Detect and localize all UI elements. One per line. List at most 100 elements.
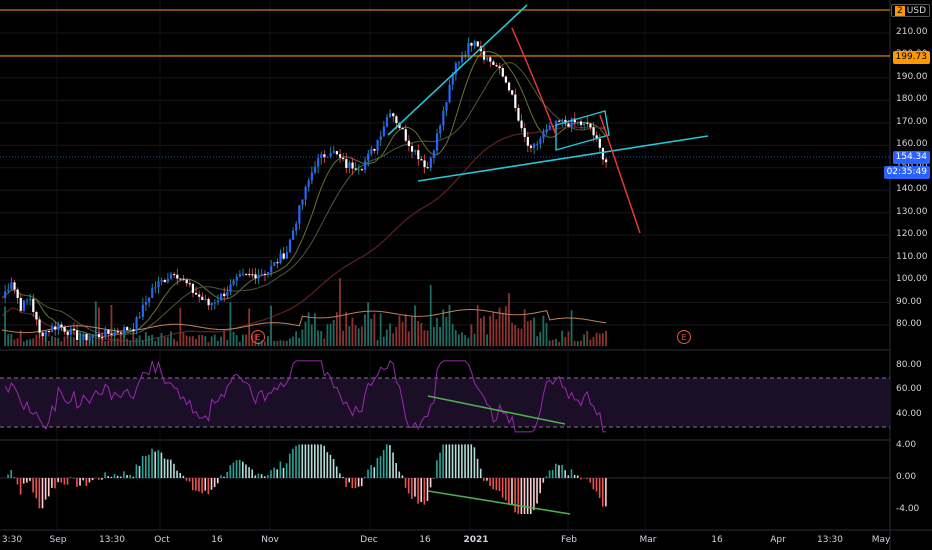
macd-histogram-bar [432, 478, 435, 479]
volume-bar [595, 332, 598, 346]
macd-histogram-bar [555, 463, 557, 478]
macd-histogram-bar [589, 478, 592, 483]
macd-histogram-bar [370, 465, 372, 478]
macd-histogram-bar [414, 478, 416, 497]
candle-body [60, 324, 63, 328]
macd-histogram-bar [332, 459, 335, 478]
candle-body [13, 282, 16, 290]
candle-body [245, 273, 248, 275]
macd-histogram-bar [348, 478, 351, 483]
candle-body [241, 273, 245, 275]
volume-bar [113, 338, 116, 346]
candle-body [435, 133, 439, 151]
volume-bar [473, 333, 476, 346]
candle-body [426, 167, 429, 169]
macd-histogram-bar [26, 478, 28, 483]
volume-bar [451, 324, 454, 346]
macd-histogram-bar [573, 474, 576, 478]
macd-histogram-bar [173, 463, 175, 478]
price-axis-label: 130.00 [896, 206, 928, 217]
volume-bar [41, 337, 44, 346]
candle-body [354, 168, 357, 170]
macd-histogram-bar [511, 478, 513, 505]
candle-body [257, 274, 260, 279]
price-axis-label: 170.00 [896, 116, 928, 127]
candle-body [116, 331, 119, 333]
candle-body [279, 253, 282, 264]
resistance-price-tag: 199.73 [892, 51, 930, 64]
volume-bar [357, 328, 360, 346]
time-axis-label: 2021 [463, 535, 489, 545]
volume-bar [523, 309, 526, 346]
candle-body [473, 41, 476, 46]
candle-body [91, 335, 94, 338]
candle-body [235, 276, 238, 281]
macd-histogram-bar [373, 467, 376, 478]
volume-bar [555, 338, 557, 346]
candle-body [454, 63, 457, 75]
volume-bar [270, 305, 272, 346]
volume-bar [138, 335, 141, 346]
macd-histogram-bar [298, 444, 300, 478]
macd-histogram-bar [533, 478, 535, 511]
macd-divergence-line [427, 490, 571, 515]
volume-bar [201, 334, 204, 346]
candle-body [169, 274, 173, 279]
macd-histogram-bar [47, 478, 50, 497]
candle-body [370, 148, 373, 154]
volume-bar [495, 319, 498, 346]
currency-tag[interactable]: 2 USD [891, 4, 930, 17]
earnings-badge-upcoming[interactable]: E [677, 330, 691, 344]
volume-bar [367, 302, 370, 346]
candle-body [260, 273, 263, 275]
macd-histogram-bar [367, 469, 369, 478]
candle-body [288, 239, 292, 253]
macd-histogram-bar [539, 478, 541, 494]
volume-bar [320, 331, 323, 346]
volume-bar [420, 322, 423, 346]
candle-body [504, 76, 508, 83]
volume-bar [329, 323, 332, 346]
volume-bar [104, 340, 107, 346]
volume-bar [564, 337, 567, 346]
volume-bar [498, 307, 501, 346]
candle-body [554, 120, 558, 127]
volume-bar [242, 334, 244, 346]
price-axis-label: 140.00 [896, 184, 928, 195]
candle-body [511, 90, 514, 95]
candle-body [583, 122, 586, 125]
countdown-tag: 02:35:49 [883, 166, 930, 179]
candle-body [220, 293, 223, 301]
candle-body [160, 279, 163, 282]
volume-bar [339, 278, 341, 346]
volume-bar [292, 336, 294, 346]
candle-body [285, 252, 288, 259]
macd-histogram-bar [508, 478, 510, 505]
candle-body [385, 117, 389, 127]
volume-bar [526, 321, 529, 346]
projection-line [599, 114, 641, 234]
candle-body [129, 329, 132, 331]
candle-body [148, 297, 151, 303]
candle-body [439, 125, 442, 134]
volume-bar [123, 332, 125, 346]
candle-body [476, 41, 479, 47]
volume-bar [348, 326, 351, 346]
candle-body [523, 128, 526, 137]
candle-body [382, 126, 385, 137]
macd-histogram-bar [182, 475, 185, 478]
volume-bar [436, 317, 438, 346]
macd-histogram-bar [132, 476, 135, 478]
earnings-badge[interactable]: E [251, 330, 265, 344]
time-axis-label: Dec [360, 535, 378, 545]
volume-bar [267, 336, 269, 346]
candle-body [360, 169, 364, 171]
volume-bar [260, 340, 263, 346]
candle-body [520, 120, 523, 129]
macd-histogram-bar [417, 478, 419, 504]
volume-bar [514, 324, 517, 346]
macd-histogram-bar [213, 478, 216, 488]
macd-histogram-bar [439, 452, 441, 478]
macd-histogram-bar [185, 478, 188, 481]
